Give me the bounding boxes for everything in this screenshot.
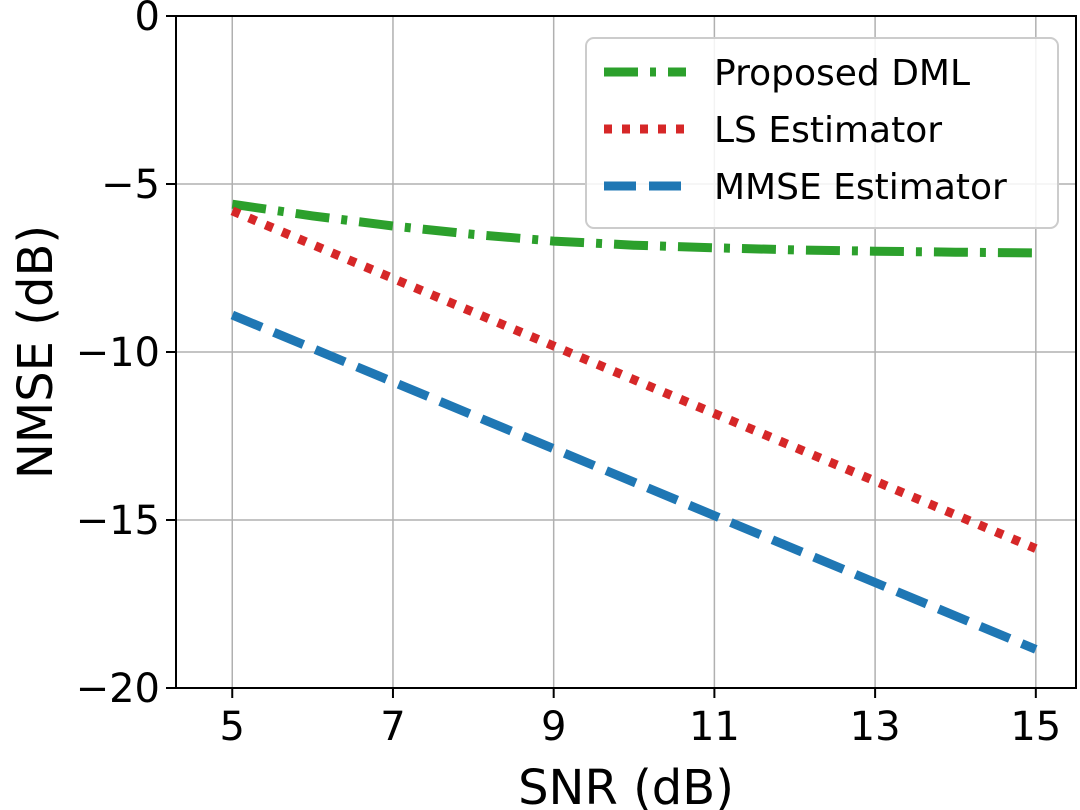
legend-box [585, 37, 1059, 229]
series-line-2 [230, 310, 1038, 654]
y-tick-label: −10 [76, 330, 160, 376]
series-lines [230, 199, 1038, 654]
y-tick-label: −15 [76, 498, 160, 544]
legend: Proposed DML LS Estimator MMSE Estimator [585, 37, 1059, 229]
x-axis-label: SNR (dB) [518, 760, 734, 810]
x-tick-label: 7 [380, 704, 405, 750]
y-tick-label: 0 [135, 0, 160, 40]
legend-entry-label: MMSE Estimator [714, 167, 1007, 208]
legend-entry-label: LS Estimator [714, 110, 942, 151]
x-tick-label: 13 [850, 704, 901, 750]
series-line-1 [230, 206, 1038, 553]
x-tick-label: 9 [541, 704, 566, 750]
y-tick-label: −5 [101, 162, 160, 208]
legend-entry-label: Proposed DML [714, 53, 970, 94]
x-tick-label: 11 [689, 704, 740, 750]
y-axis-label: NMSE (dB) [8, 225, 64, 479]
x-axis-ticks: 5 7 9 11 13 15 [220, 688, 1061, 750]
y-tick-label: −20 [76, 666, 160, 712]
x-tick-label: 5 [220, 704, 245, 750]
y-axis-ticks: 0 −5 −10 −15 −20 [76, 0, 176, 712]
series-line-0 [231, 199, 1036, 258]
x-tick-label: 15 [1010, 704, 1061, 750]
